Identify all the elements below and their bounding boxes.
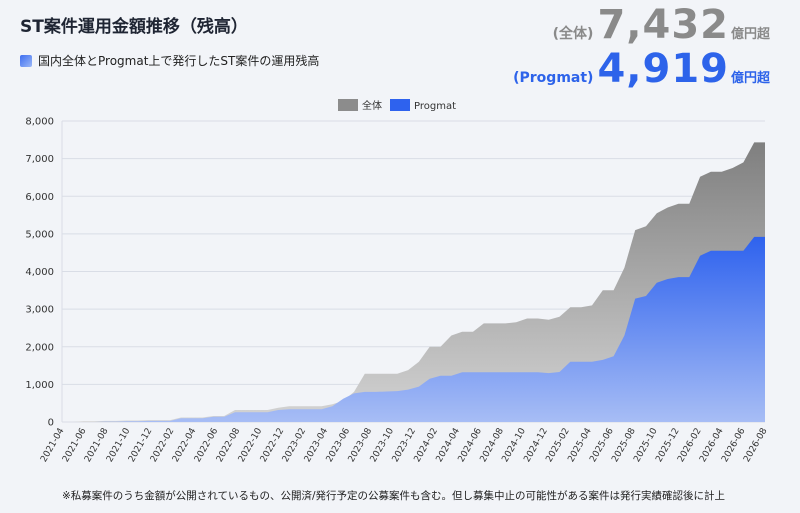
y-tick-label: 7,000: [25, 154, 54, 165]
total-unit: 億円超: [730, 27, 770, 42]
y-tick-label: 3,000: [25, 305, 54, 316]
y-tick-label: 0: [48, 418, 54, 429]
progmat-label: (Progmat): [513, 70, 594, 86]
y-tick-label: 6,000: [25, 192, 54, 203]
page-title: ST案件運用金額推移（残高）: [20, 17, 248, 37]
total-label: (全体): [552, 26, 594, 42]
y-tick-label: 4,000: [25, 267, 54, 278]
area-chart: 0 1,000 2,000 3,000 4,000 5,000 6,000 7,000 8,00…: [25, 99, 770, 464]
area-progmat: [62, 236, 765, 422]
progmat-unit: 億円超: [730, 71, 770, 86]
subtitle-swatch: [20, 54, 32, 67]
total-value: 7,432: [597, 2, 729, 48]
area-total: [62, 142, 765, 422]
legend-swatch: [338, 99, 358, 111]
chart-subtitle: 国内全体とProgmat上で発行したST案件の運用残高: [20, 52, 319, 69]
legend-label: 全体: [362, 99, 382, 112]
footnote: ※私募案件のうち金額が公開されているもの、公開済/発行予定の公募案件も含む。但し…: [62, 490, 726, 502]
legend-label: Progmat: [414, 101, 456, 112]
y-tick-label: 5,000: [25, 229, 54, 240]
y-tick-label: 1,000: [25, 380, 54, 391]
total-stat: (全体) 7,432 億円超: [553, 2, 770, 48]
progmat-stat: (Progmat) 4,919 億円超: [513, 46, 770, 92]
subtitle-text: 国内全体とProgmat上で発行したST案件の運用残高: [38, 54, 320, 68]
y-tick-label: 2,000: [25, 342, 54, 353]
y-tick-label: 8,000: [25, 117, 54, 128]
progmat-value: 4,919: [597, 46, 729, 92]
legend-swatch: [390, 99, 410, 111]
